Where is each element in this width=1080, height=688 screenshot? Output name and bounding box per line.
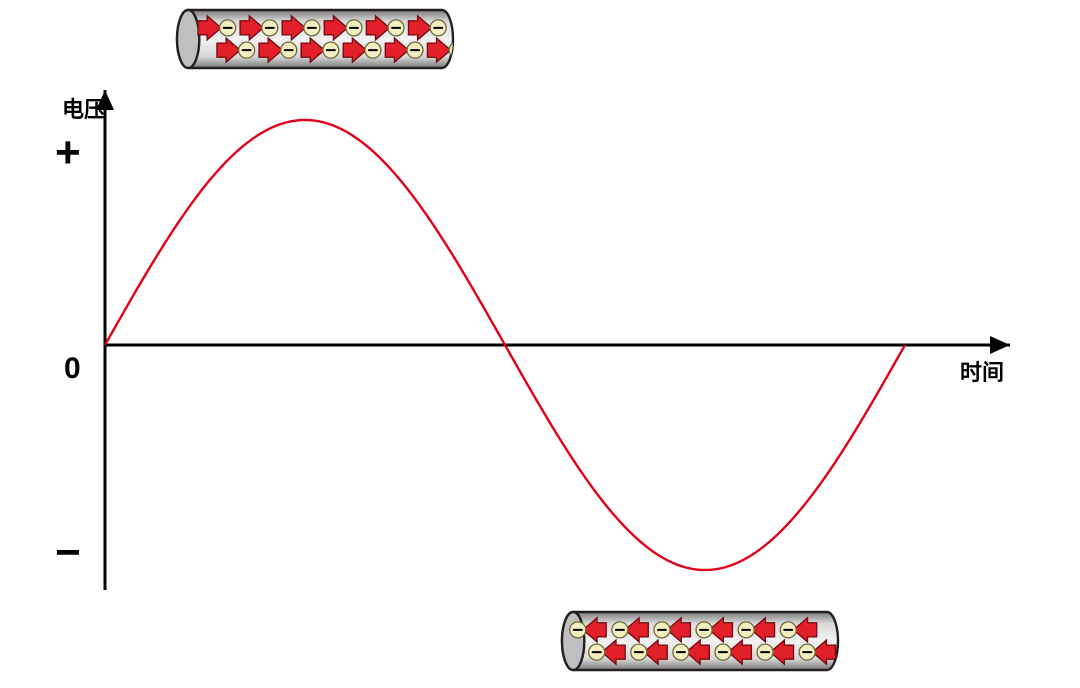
wire-bottom [560, 610, 840, 672]
diagram-stage: 电压 + 0 − 时间 [0, 0, 1080, 688]
axes [96, 90, 1010, 590]
y-axis-label: 电压 [62, 92, 106, 124]
wire-top [175, 8, 455, 70]
origin-label: 0 [64, 352, 81, 386]
x-axis-label: 时间 [960, 355, 1004, 387]
minus-symbol: − [55, 528, 81, 578]
plus-symbol: + [55, 128, 81, 178]
chart-svg [0, 0, 1080, 688]
